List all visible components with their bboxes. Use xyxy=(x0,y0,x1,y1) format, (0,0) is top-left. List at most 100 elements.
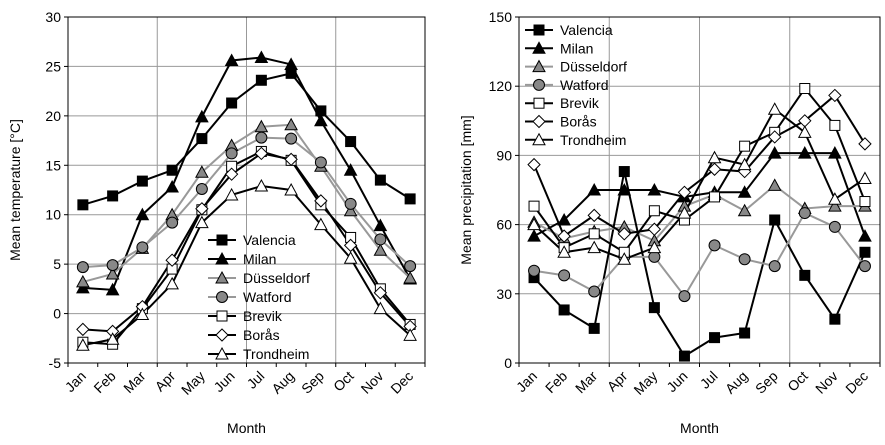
marker xyxy=(558,304,570,316)
legend-marker xyxy=(216,234,228,246)
marker xyxy=(76,274,90,288)
x-tick-label: May xyxy=(178,368,208,398)
marker xyxy=(737,203,752,217)
marker xyxy=(224,187,239,201)
marker xyxy=(737,157,752,171)
series-line xyxy=(533,107,866,261)
marker xyxy=(799,269,811,281)
marker xyxy=(829,119,841,131)
marker xyxy=(528,264,541,277)
marker xyxy=(165,179,179,193)
marker xyxy=(558,269,571,282)
marker xyxy=(648,205,660,217)
marker xyxy=(678,290,691,303)
x-tick-label: Oct xyxy=(784,368,811,395)
x-tick-label: Apr xyxy=(152,368,179,395)
marker xyxy=(739,327,751,339)
marker xyxy=(737,185,752,198)
legend-label: Trondheim xyxy=(560,132,626,148)
marker xyxy=(224,167,239,181)
marker xyxy=(527,229,541,242)
marker xyxy=(76,322,90,337)
marker xyxy=(769,214,781,226)
x-tick-label: Oct xyxy=(330,368,357,395)
marker xyxy=(166,216,179,229)
marker xyxy=(709,332,721,344)
marker xyxy=(404,193,416,205)
marker xyxy=(76,261,89,274)
marker xyxy=(165,253,179,267)
x-tick-label: Mar xyxy=(120,368,149,397)
marker xyxy=(557,245,571,258)
x-tick-label: Feb xyxy=(90,368,119,397)
y-tick-label: 90 xyxy=(496,147,512,163)
x-tick-label: Jul xyxy=(244,368,268,392)
x-tick-label: Sep xyxy=(752,368,781,397)
marker xyxy=(373,218,388,232)
marker xyxy=(587,240,602,254)
marker xyxy=(254,179,269,192)
x-tick-label: Sep xyxy=(298,368,327,397)
marker xyxy=(105,332,120,345)
marker xyxy=(739,140,751,152)
marker xyxy=(797,125,812,138)
marker xyxy=(588,322,600,334)
marker xyxy=(284,152,298,167)
marker xyxy=(858,229,872,242)
legend-marker xyxy=(532,59,546,73)
x-tick-label: Jul xyxy=(697,368,721,392)
marker xyxy=(647,182,662,196)
marker xyxy=(314,156,327,169)
legend-marker xyxy=(532,132,546,146)
legend-label: Milan xyxy=(243,251,276,267)
marker xyxy=(527,217,541,231)
x-tick-label: Dec xyxy=(387,368,416,397)
y-tick-label: 30 xyxy=(45,9,61,25)
marker xyxy=(135,307,150,321)
marker xyxy=(647,240,662,254)
marker xyxy=(707,150,722,164)
y-tick-label: 60 xyxy=(496,217,512,233)
y-tick-label: -5 xyxy=(49,355,62,371)
series-line xyxy=(533,93,866,238)
marker xyxy=(828,199,842,212)
y-tick-label: 150 xyxy=(489,9,513,25)
marker xyxy=(829,313,841,325)
marker xyxy=(859,196,871,208)
y-tick-label: 120 xyxy=(489,78,513,94)
marker xyxy=(105,282,120,296)
marker xyxy=(768,260,781,273)
legend-label: Valencia xyxy=(243,232,296,248)
marker xyxy=(344,197,357,210)
legend-marker xyxy=(215,328,229,342)
marker xyxy=(403,270,417,284)
marker xyxy=(767,102,782,115)
legend-marker xyxy=(533,78,545,91)
marker xyxy=(797,146,812,159)
marker xyxy=(828,88,842,103)
marker xyxy=(374,233,387,246)
legend-label: Brevik xyxy=(560,95,600,111)
marker xyxy=(284,182,298,196)
marker xyxy=(708,239,721,252)
legend-label: Borås xyxy=(560,114,597,130)
marker xyxy=(165,276,179,290)
marker xyxy=(588,228,600,240)
marker xyxy=(136,175,148,187)
marker xyxy=(828,146,842,159)
marker xyxy=(617,182,632,196)
plot-frame xyxy=(67,16,426,364)
x-tick-label: Jun xyxy=(210,368,237,395)
legend-label: Brevik xyxy=(243,308,283,324)
marker xyxy=(195,215,209,229)
legend-marker xyxy=(533,24,545,36)
legend-label: Valencia xyxy=(560,22,613,38)
y-tick-label: 0 xyxy=(53,306,61,322)
marker xyxy=(166,164,178,176)
x-tick-label: May xyxy=(630,368,660,398)
marker xyxy=(738,253,751,266)
marker xyxy=(105,266,120,280)
marker xyxy=(768,130,782,144)
marker xyxy=(648,302,660,314)
